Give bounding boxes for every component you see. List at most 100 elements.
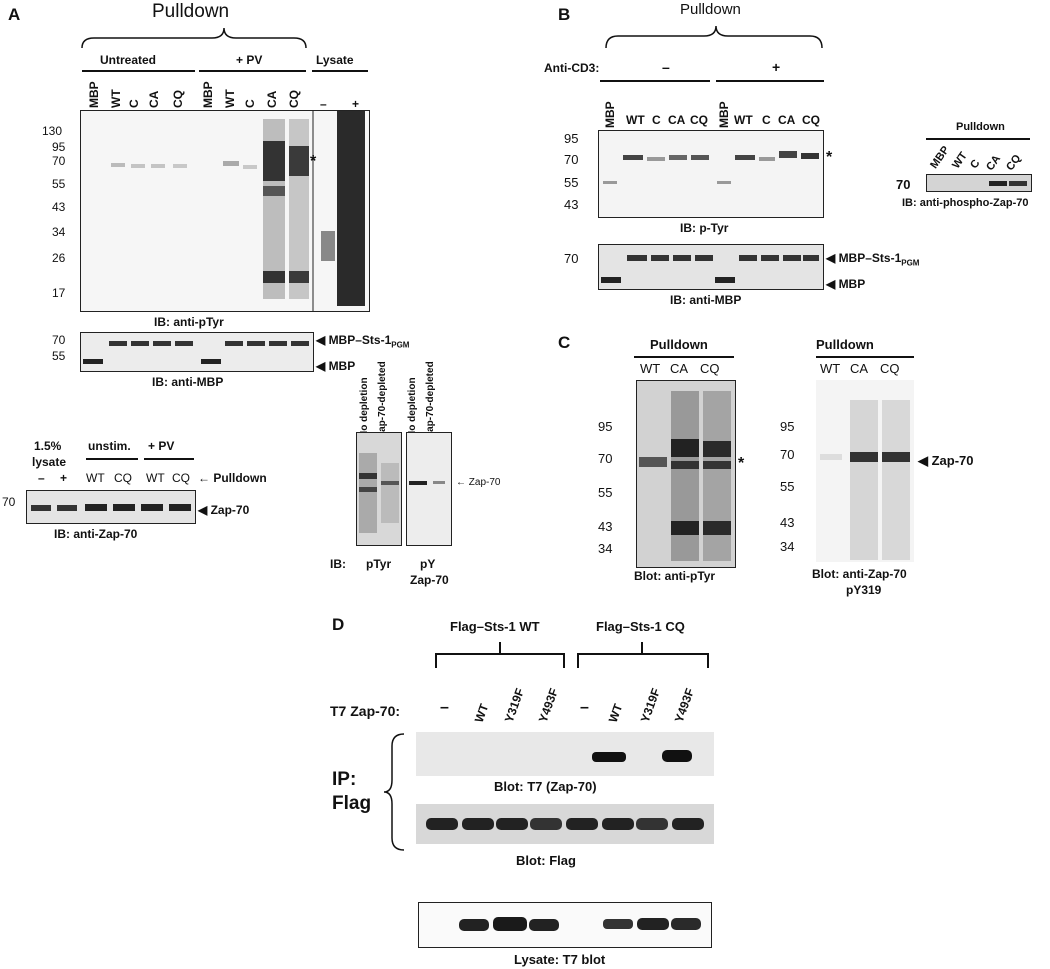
zap70-c-text: Zap-70 xyxy=(931,453,974,468)
pulldown-label: Pulldown xyxy=(152,1,230,22)
flag-wt-label: Flag–Sts-1 WT xyxy=(450,619,540,634)
depl-ptyr-blot xyxy=(356,432,402,546)
mw-marker-b: 70 xyxy=(564,152,579,167)
lysate-t7-blot xyxy=(418,902,712,948)
inset-blot xyxy=(926,174,1032,192)
lane-d: Y493F xyxy=(535,686,562,725)
ptyr-blot-a xyxy=(80,110,370,312)
lane-d: Y319F xyxy=(637,686,664,725)
lane-label-b: MBP xyxy=(603,101,617,128)
t7-blot xyxy=(416,732,714,776)
unstim-label: unstim. xyxy=(88,439,131,453)
mw-marker-b: 70 xyxy=(564,251,579,266)
lane-c2: WT xyxy=(820,361,841,376)
pv2-label: + PV xyxy=(148,439,175,453)
lane-label: C xyxy=(127,99,141,108)
lysate-line xyxy=(312,70,368,72)
lane-c: CQ xyxy=(700,361,720,376)
lysate-lane-plus: + xyxy=(352,97,360,111)
zap70-2-label: Zap-70 xyxy=(410,573,449,587)
ptyr-label: pTyr xyxy=(366,557,392,571)
mw-marker-c2: 34 xyxy=(780,539,795,554)
zap70-label: ◀ Zap-70 xyxy=(198,503,250,517)
mw-marker: 95 xyxy=(52,140,66,154)
mbp-text-b: MBP xyxy=(838,277,866,291)
lane-c: CA xyxy=(670,361,689,376)
t7-label: T7 Zap-70: xyxy=(330,703,401,719)
inset-marker: 70 xyxy=(896,177,911,192)
ip-label: IP: xyxy=(332,769,357,790)
lane-label-b: MBP xyxy=(717,101,731,128)
mbp-label: ◀ MBP xyxy=(316,359,356,373)
lysate-pct: 1.5% xyxy=(34,439,62,453)
lane-d: Y493F xyxy=(671,686,698,725)
lane-label-b: CA xyxy=(778,113,796,127)
zap70-c: ◀ Zap-70 xyxy=(918,453,974,468)
ib-mbp-b: IB: anti-MBP xyxy=(670,293,742,307)
flag-blot xyxy=(416,804,714,844)
inset-lane: WT xyxy=(950,150,970,171)
depl-lane: No depletion xyxy=(359,377,370,438)
star-marker-b: * xyxy=(826,149,833,166)
lane-label: WT xyxy=(109,89,123,108)
mw-marker-c: 34 xyxy=(598,541,613,556)
star-marker: * xyxy=(310,153,317,170)
depl-lane: Zap-70-depleted xyxy=(377,361,388,438)
mw-marker: 34 xyxy=(52,225,66,239)
mbp-fusion-text-b: MBP–Sts-1 xyxy=(838,251,902,265)
pulldown-label-b: Pulldown xyxy=(680,1,741,18)
pulldown-arrow: ← Pulldown xyxy=(198,471,267,485)
mbp-text: MBP xyxy=(328,359,356,373)
mbp-blot-a xyxy=(80,332,314,372)
mw-marker-c2: 43 xyxy=(780,515,795,530)
mw-marker: 70 xyxy=(52,154,66,168)
cd3-minus-line xyxy=(600,80,710,82)
lane-d: WT xyxy=(605,702,626,725)
zap-lane: WT xyxy=(146,471,165,485)
lysate-word: lysate xyxy=(32,455,67,469)
lane-c2: CQ xyxy=(880,361,900,376)
lane-label: MBP xyxy=(87,81,101,108)
lane-d: – xyxy=(580,699,589,716)
lane-label: CA xyxy=(147,90,161,108)
inset-lane: CA xyxy=(984,153,1004,173)
blot-label-c2a: Blot: anti-Zap-70 xyxy=(812,567,907,581)
zap-lane: WT xyxy=(86,471,105,485)
mw-marker: 55 xyxy=(52,349,66,363)
lane-label: CQ xyxy=(287,90,301,108)
flag-braces xyxy=(435,642,709,668)
zap-blot-c xyxy=(816,380,914,562)
mw-marker-c: 43 xyxy=(598,519,613,534)
zap-blot-a xyxy=(26,490,196,524)
panel-letter-d: D xyxy=(332,615,345,634)
panel-letter-a: A xyxy=(8,5,21,24)
mw-marker-c2: 95 xyxy=(780,419,795,434)
lysate-t7-label: Lysate: T7 blot xyxy=(514,952,606,967)
inset-ib: IB: anti-phospho-Zap-70 xyxy=(902,197,1029,209)
pulldown-brace xyxy=(81,27,307,49)
blot-label-c2b: pY319 xyxy=(846,583,882,597)
lane-label-b: CQ xyxy=(690,113,708,127)
inset-pulldown: Pulldown xyxy=(956,121,1005,133)
ip-brace xyxy=(384,733,405,851)
ib-ptyr-b: IB: p-Tyr xyxy=(680,221,729,235)
zap70-text: Zap-70 xyxy=(210,503,250,517)
lane-label: MBP xyxy=(201,81,215,108)
ib-label: IB: xyxy=(330,557,346,571)
lane-d: Y319F xyxy=(501,686,528,725)
zap-lys-lane: + xyxy=(60,471,68,485)
depl-lane: No depletion xyxy=(407,377,418,438)
flag-cq-label: Flag–Sts-1 CQ xyxy=(596,619,685,634)
untreated-label: Untreated xyxy=(100,53,157,67)
cd3-plus-line xyxy=(716,80,824,82)
pulldown-c2-line xyxy=(816,356,914,358)
inset-lane: MBP xyxy=(928,144,953,171)
lane-label: C xyxy=(243,99,257,108)
pgm-subscript-b: PGM xyxy=(901,258,920,268)
depl-lane: Zap-70-depleted xyxy=(425,361,436,438)
lane-label-b: WT xyxy=(626,113,645,127)
mbp-fusion-b: ◀ MBP–Sts-1PGM xyxy=(826,251,920,268)
inset-lane: C xyxy=(968,157,983,171)
lane-label-b: CA xyxy=(668,113,686,127)
mw-marker: 17 xyxy=(52,286,66,300)
